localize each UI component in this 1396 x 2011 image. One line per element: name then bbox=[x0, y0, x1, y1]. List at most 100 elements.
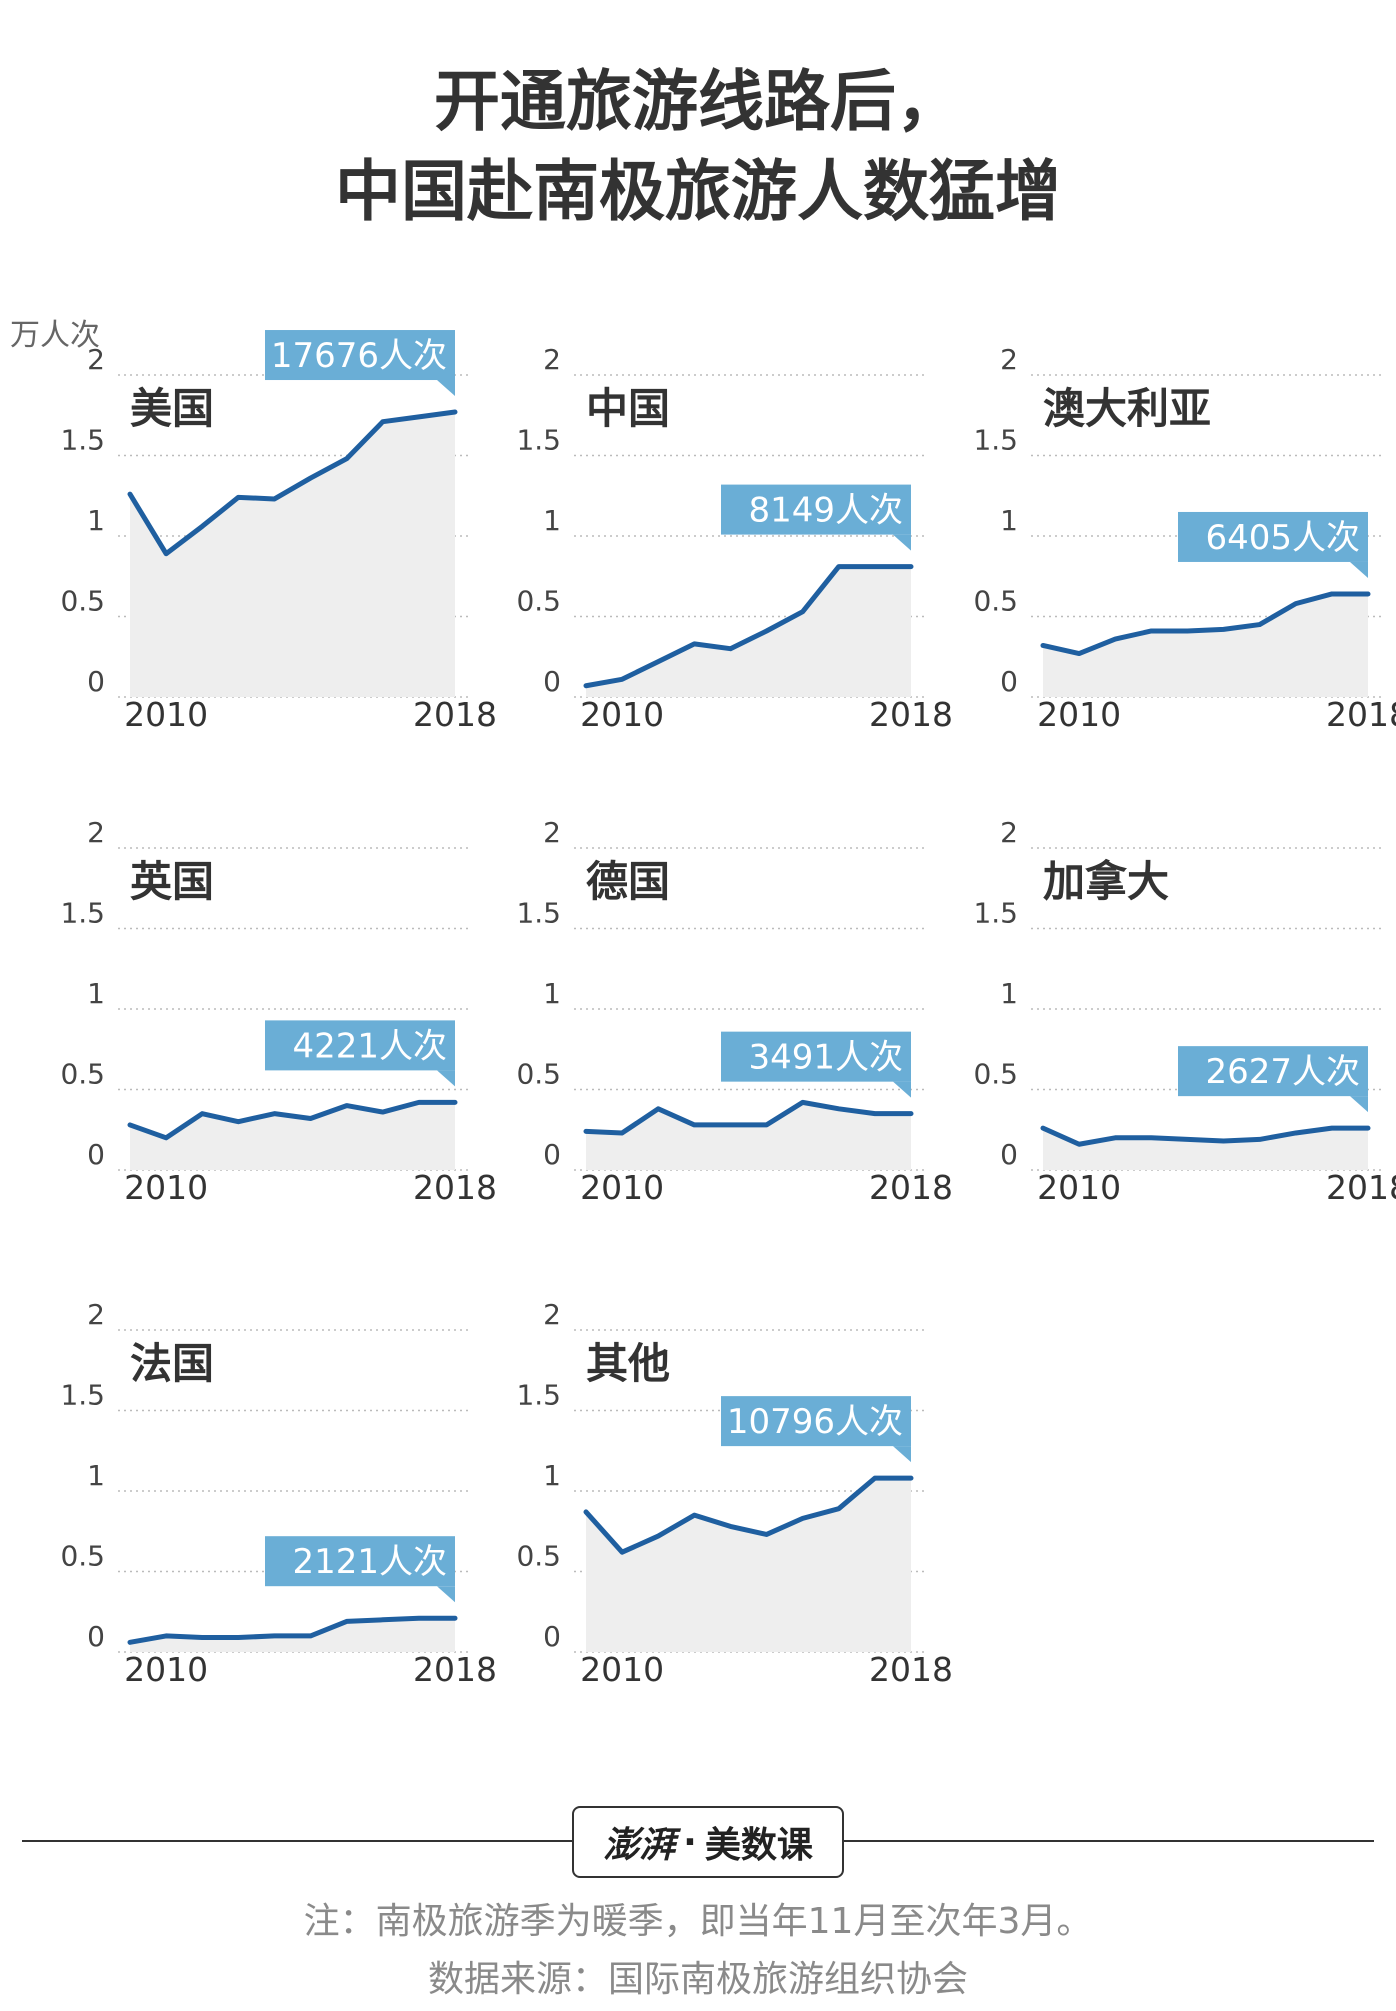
chart-panel: 0 0.5 1 1.5 2 2010 2018 法国 2121人次 bbox=[0, 1298, 497, 1745]
area-fill bbox=[130, 412, 455, 697]
chart-svg: 0 0.5 1 1.5 2 2010 2018 美国 17676人次 bbox=[60, 330, 497, 734]
y-tick-label: 2 bbox=[1000, 816, 1018, 849]
callout-text: 2121人次 bbox=[292, 1542, 447, 1582]
y-tick-label: 2 bbox=[87, 1298, 105, 1331]
chart-svg: 0 0.5 1 1.5 2 2010 2018 德国 3491人次 bbox=[516, 816, 953, 1207]
callout-label: 2121人次 bbox=[265, 1536, 455, 1603]
y-tick-label: 1.5 bbox=[60, 1379, 105, 1412]
y-tick-label: 1 bbox=[87, 977, 105, 1010]
x-tick-label: 2018 bbox=[413, 1650, 497, 1689]
callout-text: 2627人次 bbox=[1205, 1052, 1360, 1092]
x-tick-label: 2018 bbox=[413, 695, 497, 734]
x-tick-label: 2010 bbox=[1037, 1168, 1121, 1207]
callout-pointer bbox=[1350, 1096, 1368, 1113]
chart-panel: 0 0.5 1 1.5 2 2010 2018 德国 3491人次 bbox=[456, 816, 953, 1263]
y-tick-label: 0 bbox=[87, 1138, 105, 1171]
y-tick-label: 1 bbox=[543, 977, 561, 1010]
callout-box bbox=[721, 484, 911, 535]
y-tick-label: 2 bbox=[543, 343, 561, 376]
callout-label: 17676人次 bbox=[265, 330, 455, 397]
x-tick-label: 2010 bbox=[124, 1650, 208, 1689]
y-tick-label: 1.5 bbox=[973, 897, 1018, 930]
chart-panel: 0 0.5 1 1.5 2 2010 2018 英国 4221人次 bbox=[0, 816, 497, 1263]
y-tick-label: 0.5 bbox=[60, 1540, 105, 1573]
brand-logo: 澎湃 · 美数课 bbox=[572, 1806, 844, 1878]
y-tick-label: 1 bbox=[1000, 504, 1018, 537]
series-line bbox=[583, 1099, 914, 1136]
callout-text: 6405人次 bbox=[1205, 518, 1360, 558]
y-tick-label: 0.5 bbox=[516, 1058, 561, 1091]
y-tick-label: 1 bbox=[1000, 977, 1018, 1010]
callout-label: 10796人次 bbox=[721, 1396, 911, 1463]
panel-title: 德国 bbox=[586, 857, 670, 906]
panel-title: 澳大利亚 bbox=[1043, 384, 1211, 433]
y-tick-label: 1 bbox=[543, 1459, 561, 1492]
series-line bbox=[127, 1615, 458, 1645]
chart-title-line-2: 中国赴南极旅游人数猛增 bbox=[335, 153, 1061, 230]
callout-pointer bbox=[893, 1446, 911, 1463]
x-tick-label: 2018 bbox=[1326, 1168, 1396, 1207]
panel-title: 中国 bbox=[586, 384, 670, 433]
callout-text: 10796人次 bbox=[727, 1402, 903, 1442]
y-tick-label: 0 bbox=[543, 1138, 561, 1171]
area-fill bbox=[586, 1102, 911, 1170]
x-tick-label: 2010 bbox=[1037, 695, 1121, 734]
x-tick-label: 2010 bbox=[580, 695, 664, 734]
logo-text-left: 澎湃 bbox=[603, 1824, 676, 1866]
y-tick-label: 2 bbox=[543, 1298, 561, 1331]
panel-title: 加拿大 bbox=[1043, 857, 1169, 906]
panel-title: 其他 bbox=[586, 1339, 670, 1388]
callout-pointer bbox=[437, 1586, 455, 1603]
y-tick-label: 0.5 bbox=[516, 585, 561, 618]
y-tick-label: 1.5 bbox=[516, 424, 561, 457]
y-tick-label: 0.5 bbox=[973, 585, 1018, 618]
series-line bbox=[127, 1099, 458, 1141]
callout-text: 8149人次 bbox=[748, 491, 903, 531]
y-tick-label: 0 bbox=[87, 665, 105, 698]
callout-text: 3491人次 bbox=[748, 1038, 903, 1078]
y-tick-label: 0 bbox=[87, 1620, 105, 1653]
data-source: 数据来源：国际南极旅游组织协会 bbox=[427, 1959, 968, 2000]
y-tick-label: 1.5 bbox=[60, 897, 105, 930]
area-fill bbox=[586, 566, 911, 697]
x-tick-label: 2010 bbox=[124, 695, 208, 734]
area-fill bbox=[130, 1102, 455, 1170]
panel-title: 美国 bbox=[130, 384, 214, 433]
area-fill bbox=[1043, 593, 1368, 697]
y-tick-label: 1.5 bbox=[60, 424, 105, 457]
footer-divider-right bbox=[840, 1840, 1374, 1842]
callout-box bbox=[721, 1031, 911, 1082]
x-tick-label: 2010 bbox=[124, 1168, 208, 1207]
chart-panel: 0 0.5 1 1.5 2 2010 2018 其他 10796人次 bbox=[456, 1298, 953, 1745]
series-line bbox=[1040, 1125, 1371, 1147]
y-tick-label: 0.5 bbox=[60, 585, 105, 618]
y-tick-label: 1.5 bbox=[516, 1379, 561, 1412]
chart-svg: 0 0.5 1 1.5 2 2010 2018 其他 10796人次 bbox=[516, 1298, 953, 1689]
logo-separator: · bbox=[683, 1821, 697, 1863]
chart-svg: 0 0.5 1 1.5 2 2010 2018 加拿大 2627人次 bbox=[973, 816, 1396, 1207]
callout-pointer bbox=[893, 534, 911, 551]
callout-text: 4221人次 bbox=[292, 1026, 447, 1066]
callout-box bbox=[721, 1396, 911, 1447]
chart-panel: 0 0.5 1 1.5 2 2010 2018 美国 17676人次 bbox=[0, 330, 497, 790]
callout-label: 8149人次 bbox=[721, 484, 911, 551]
callout-text: 17676人次 bbox=[271, 336, 447, 376]
x-tick-label: 2018 bbox=[869, 1168, 953, 1207]
callout-label: 6405人次 bbox=[1178, 511, 1368, 578]
x-tick-label: 2018 bbox=[413, 1168, 497, 1207]
series-line bbox=[583, 1475, 914, 1555]
series-line bbox=[1040, 591, 1371, 657]
panel-title: 英国 bbox=[130, 857, 214, 906]
callout-label: 3491人次 bbox=[721, 1031, 911, 1098]
y-tick-label: 1 bbox=[543, 504, 561, 537]
x-tick-label: 2010 bbox=[580, 1650, 664, 1689]
chart-svg: 0 0.5 1 1.5 2 2010 2018 英国 4221人次 bbox=[60, 816, 497, 1207]
callout-label: 2627人次 bbox=[1178, 1046, 1368, 1113]
panel-title: 法国 bbox=[130, 1339, 214, 1388]
y-tick-label: 0.5 bbox=[973, 1058, 1018, 1091]
y-tick-label: 2 bbox=[543, 816, 561, 849]
callout-box bbox=[1178, 511, 1368, 562]
chart-panel: 0 0.5 1 1.5 2 2010 2018 中国 8149人次 bbox=[456, 343, 953, 790]
chart-panel: 0 0.5 1 1.5 2 2010 2018 澳大利亚 6405人次 bbox=[913, 343, 1396, 790]
y-tick-label: 2 bbox=[87, 343, 105, 376]
